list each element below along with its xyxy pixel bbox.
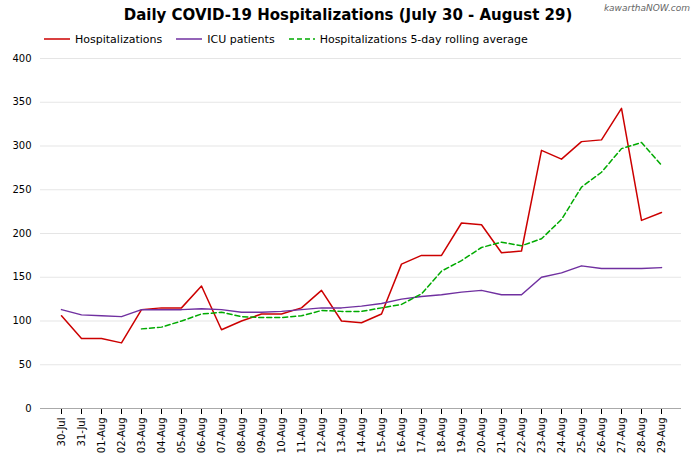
svg-text:05-Aug: 05-Aug [176, 418, 187, 454]
svg-text:28-Aug: 28-Aug [636, 418, 647, 454]
svg-text:18-Aug: 18-Aug [436, 418, 447, 454]
svg-text:07-Aug: 07-Aug [216, 418, 227, 454]
svg-text:11-Aug: 11-Aug [296, 418, 307, 454]
svg-text:250: 250 [12, 184, 31, 195]
html-text:Daily COVID-19 Hospitalization: Daily COVID-19 Hospitalizations (July 30… [123, 6, 573, 24]
svg-text:31-Jul: 31-Jul [76, 418, 87, 447]
svg-text:06-Aug: 06-Aug [196, 418, 207, 454]
svg-text:04-Aug: 04-Aug [156, 418, 167, 454]
svg-text:16-Aug: 16-Aug [396, 418, 407, 454]
svg-text:10-Aug: 10-Aug [276, 418, 287, 454]
svg-text:03-Aug: 03-Aug [136, 418, 147, 454]
svg-text:12-Aug: 12-Aug [316, 418, 327, 454]
svg-text:400: 400 [12, 53, 31, 64]
svg-text:0: 0 [25, 403, 31, 414]
svg-text:25-Aug: 25-Aug [576, 418, 587, 454]
svg-text:350: 350 [12, 96, 31, 107]
svg-text:30-Jul: 30-Jul [56, 418, 67, 447]
svg-text:27-Aug: 27-Aug [616, 418, 627, 454]
svg-text:150: 150 [12, 271, 31, 282]
svg-text:13-Aug: 13-Aug [336, 418, 347, 454]
svg-text:14-Aug: 14-Aug [356, 418, 367, 454]
svg-text:24-Aug: 24-Aug [556, 418, 567, 454]
svg-text:29-Aug: 29-Aug [656, 418, 667, 454]
svg-text:02-Aug: 02-Aug [116, 418, 127, 454]
svg-text:15-Aug: 15-Aug [376, 418, 387, 454]
svg-text:300: 300 [12, 140, 31, 151]
svg-text:20-Aug: 20-Aug [476, 418, 487, 454]
svg-text:09-Aug: 09-Aug [256, 418, 267, 454]
html-text:Hospitalizations: Hospitalizations [75, 32, 163, 46]
html-text:ICU patients: ICU patients [207, 32, 275, 46]
svg-text:100: 100 [12, 315, 31, 326]
svg-text:08-Aug: 08-Aug [236, 418, 247, 454]
svg-text:01-Aug: 01-Aug [96, 418, 107, 454]
svg-text:200: 200 [12, 228, 31, 239]
svg-text:17-Aug: 17-Aug [416, 418, 427, 454]
html-text:kawarthaNOW.com: kawarthaNOW.com [603, 3, 690, 13]
svg-text:50: 50 [19, 359, 32, 370]
svg-text:22-Aug: 22-Aug [516, 418, 527, 454]
svg-text:26-Aug: 26-Aug [596, 418, 607, 454]
svg-text:19-Aug: 19-Aug [456, 418, 467, 454]
html-text:Hospitalizations 5-day rolling: Hospitalizations 5-day rolling average [319, 32, 528, 46]
svg-text:23-Aug: 23-Aug [536, 418, 547, 454]
svg-text:21-Aug: 21-Aug [496, 418, 507, 454]
